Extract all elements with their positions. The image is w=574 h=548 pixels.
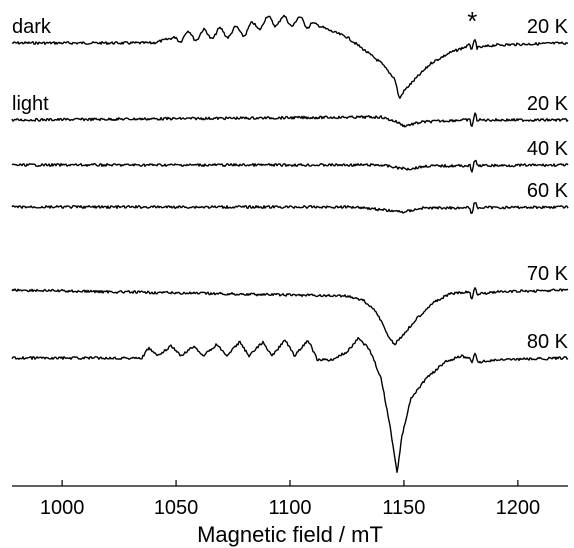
x-tick-label: 1000	[40, 497, 85, 519]
spectrum-trace	[11, 14, 569, 99]
series-temperature-label: 70 K	[527, 263, 569, 285]
spectrum-trace	[11, 112, 569, 128]
series-temperature-label: 80 K	[527, 331, 569, 353]
series-left-label: light	[12, 93, 49, 115]
x-axis: 1000 1050 1100 1150 1200 Magnetic field / mT	[12, 480, 568, 547]
series-temperature-label: 40 K	[527, 138, 569, 160]
spectrum-trace	[11, 202, 569, 214]
x-axis-title: Magnetic field / mT	[197, 522, 383, 547]
x-tick-label: 1200	[496, 497, 541, 519]
spectrum-trace	[11, 337, 569, 473]
x-tick-label: 1150	[382, 497, 425, 519]
series-left-label: dark	[12, 16, 52, 38]
artifact-marker: *	[467, 6, 477, 36]
x-tick-label: 1050	[154, 497, 199, 519]
x-tick-label: 1100	[268, 497, 311, 519]
x-axis-ticks: 1000 1050 1100 1150 1200	[40, 480, 540, 519]
series-temperature-label: 20 K	[527, 93, 569, 115]
spectra-traces	[11, 14, 569, 473]
series-temperature-label: 60 K	[527, 180, 569, 202]
series-temperature-label: 20 K	[527, 16, 569, 38]
series-labels: dark 20 K light 20 K 40 K 60 K 70 K 80 K	[12, 16, 569, 353]
spectrum-trace	[11, 159, 569, 173]
spectrum-trace	[11, 287, 569, 346]
